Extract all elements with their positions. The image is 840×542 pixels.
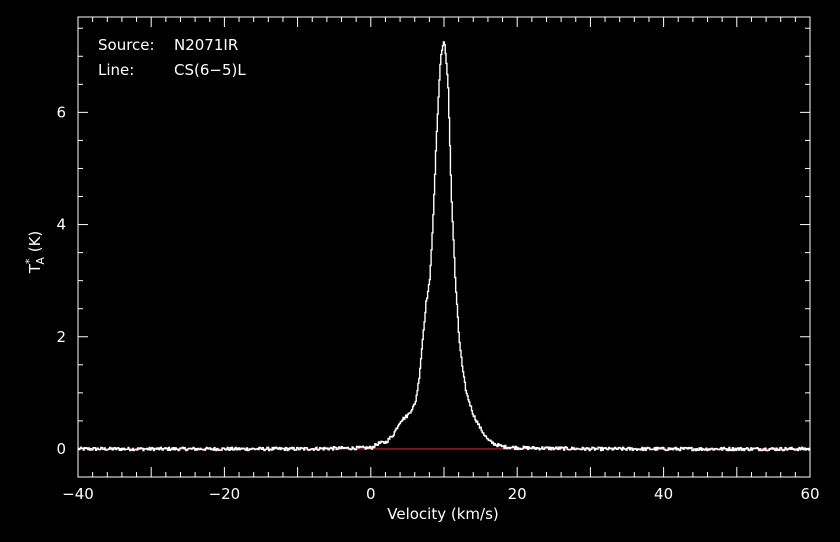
x-axis-label: Velocity (km/s) xyxy=(387,505,498,523)
source-value: N2071IR xyxy=(174,36,238,54)
y-axis-label-sub: A xyxy=(34,257,47,265)
y-axis-label-base: T xyxy=(26,263,44,274)
plot-frame xyxy=(77,16,811,478)
x-tick-label: 60 xyxy=(800,485,819,503)
y-tick-label: 4 xyxy=(56,216,66,234)
ticks-layer: −40 −20 0 20 40 60 0 2 4 6 xyxy=(56,17,820,503)
x-tick-label: 0 xyxy=(366,485,376,503)
x-tick-label: 20 xyxy=(508,485,527,503)
y-tick-label: 2 xyxy=(56,328,66,346)
y-tick-label: 0 xyxy=(56,440,66,458)
line-label: Line: xyxy=(98,61,134,79)
x-tick-label: 40 xyxy=(654,485,673,503)
spectrum-line xyxy=(78,41,811,452)
y-axis-label-unit: (K) xyxy=(26,231,44,257)
y-tick-label: 6 xyxy=(56,103,66,121)
source-label: Source: xyxy=(98,36,155,54)
svg-text:T*A (K): T*A (K) xyxy=(23,231,47,275)
y-axis-label-sup: * xyxy=(23,258,36,264)
x-tick-label: −40 xyxy=(62,485,94,503)
line-value: CS(6−5)L xyxy=(174,61,246,79)
x-tick-label: −20 xyxy=(209,485,241,503)
y-axis-label: T*A (K) xyxy=(23,231,47,275)
